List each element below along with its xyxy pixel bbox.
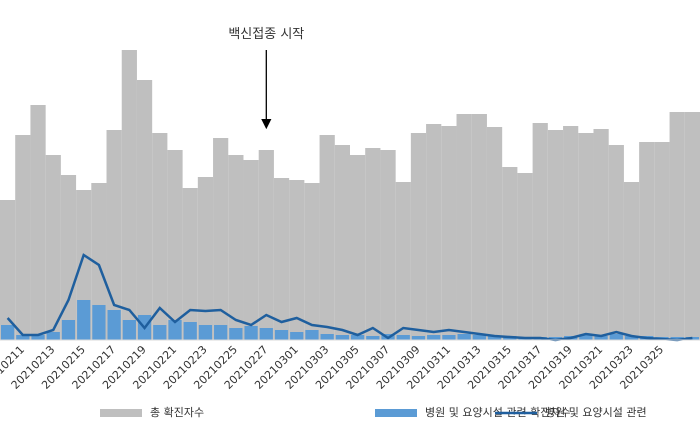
bar	[259, 328, 273, 340]
bar	[243, 160, 259, 340]
bar	[197, 177, 214, 340]
bar	[290, 332, 304, 340]
bar	[366, 336, 380, 340]
bar	[427, 335, 441, 340]
bar	[502, 167, 518, 340]
bar	[31, 335, 45, 340]
bar	[77, 300, 91, 340]
bar	[274, 330, 289, 340]
bar	[304, 183, 320, 340]
bar	[319, 135, 335, 340]
bar	[532, 123, 548, 340]
bar	[563, 126, 579, 340]
bar	[486, 127, 503, 340]
legend-label: 총 확진자수	[150, 406, 204, 419]
bar	[46, 332, 60, 340]
bar	[426, 124, 442, 340]
bar	[441, 126, 457, 340]
legend-swatch	[375, 409, 417, 417]
bar	[91, 183, 107, 340]
bar	[334, 145, 350, 340]
bar	[396, 335, 410, 340]
annotation: 백신접종 시작	[228, 27, 304, 42]
bar	[335, 335, 349, 340]
bar	[517, 173, 533, 340]
bar	[152, 133, 168, 340]
bar	[136, 80, 153, 340]
bar	[167, 150, 183, 340]
bar	[547, 130, 564, 340]
bar	[229, 328, 243, 340]
bar	[684, 112, 700, 340]
bar	[273, 178, 290, 340]
bar	[654, 142, 670, 340]
bar	[15, 135, 31, 340]
bar	[457, 334, 471, 340]
bar	[30, 105, 46, 340]
bar	[320, 334, 334, 340]
bar	[107, 310, 121, 340]
legend-swatch	[100, 409, 142, 417]
bar	[214, 325, 228, 340]
bar	[305, 330, 319, 340]
bar	[609, 334, 623, 340]
bar	[106, 130, 122, 340]
bar	[487, 336, 502, 340]
bar	[16, 335, 30, 340]
bar	[182, 188, 198, 340]
bar	[1, 325, 15, 340]
bar	[669, 112, 685, 340]
bar	[471, 114, 487, 340]
bar	[365, 148, 381, 340]
bar	[456, 114, 472, 340]
bar	[410, 133, 427, 340]
bar	[639, 142, 655, 340]
bar	[594, 336, 608, 340]
bar	[442, 335, 456, 340]
bar	[213, 138, 229, 340]
bar	[198, 325, 213, 340]
bar	[624, 336, 639, 340]
bar	[472, 335, 486, 340]
bar	[623, 182, 640, 340]
bar	[168, 320, 182, 340]
bar	[258, 150, 274, 340]
bar	[289, 180, 305, 340]
bar	[45, 155, 61, 340]
bar	[228, 155, 244, 340]
bar	[92, 305, 106, 340]
bar	[122, 320, 136, 340]
bar	[411, 336, 426, 340]
bar	[608, 145, 624, 340]
bar	[578, 133, 594, 340]
bar	[153, 325, 167, 340]
line	[6, 253, 693, 342]
legend-label: 병원 및 요양시설 관련	[545, 406, 647, 419]
bar	[395, 182, 411, 340]
bar	[548, 337, 563, 340]
bar	[60, 175, 77, 340]
bar	[350, 155, 366, 340]
bar	[670, 337, 684, 340]
bar	[244, 326, 258, 340]
bar	[61, 320, 76, 340]
bar	[183, 322, 197, 340]
bar	[121, 50, 137, 340]
bar	[579, 335, 593, 340]
bar	[0, 200, 16, 340]
bar	[380, 150, 396, 340]
bar	[351, 335, 365, 340]
bar	[593, 129, 609, 340]
